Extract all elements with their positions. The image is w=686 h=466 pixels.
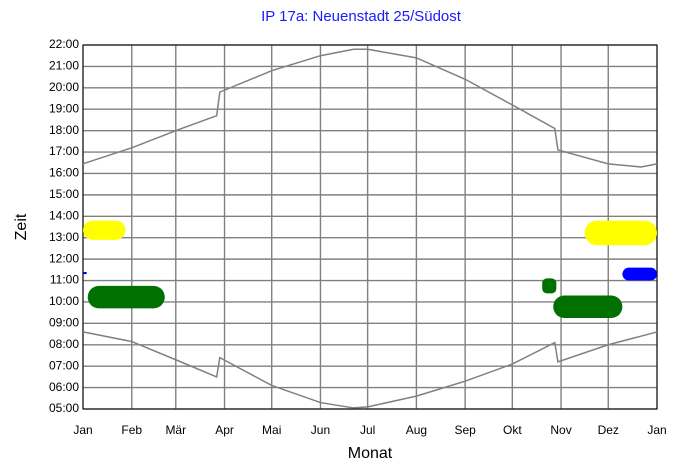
x-tick-label: Apr bbox=[215, 423, 234, 437]
y-tick-label: 21:00 bbox=[49, 59, 79, 73]
plot-frame bbox=[82, 44, 658, 410]
x-tick-label: Jan bbox=[647, 423, 666, 437]
y-tick-label: 18:00 bbox=[49, 123, 79, 137]
x-axis-label: Monat bbox=[348, 445, 393, 462]
x-tick-label: Dez bbox=[598, 423, 619, 437]
x-tick-label: Jan bbox=[73, 423, 92, 437]
y-tick-label: 19:00 bbox=[49, 101, 79, 115]
y-tick-label: 10:00 bbox=[49, 294, 79, 308]
y-tick-label: 08:00 bbox=[49, 337, 79, 351]
shadow-area bbox=[584, 220, 657, 246]
y-tick-label: 13:00 bbox=[49, 230, 79, 244]
y-tick-label: 07:00 bbox=[49, 358, 79, 372]
line bbox=[82, 331, 658, 409]
x-tick-label: Mär bbox=[165, 423, 186, 437]
y-tick-label: 09:00 bbox=[49, 316, 79, 330]
shadow-area bbox=[83, 220, 126, 240]
y-tick-label: 11:00 bbox=[50, 273, 79, 287]
shadow-area bbox=[83, 271, 87, 275]
chart-title: IP 17a: Neuenstadt 25/Südost bbox=[261, 8, 462, 25]
y-tick-label: 14:00 bbox=[49, 208, 79, 222]
y-tick-label: 12:00 bbox=[49, 251, 79, 265]
shadow-area bbox=[87, 285, 165, 309]
x-tick-label: Okt bbox=[503, 423, 522, 437]
y-axis-label: Zeit bbox=[13, 213, 30, 240]
shadow-area bbox=[553, 295, 623, 318]
x-tick-label: Sep bbox=[454, 423, 476, 437]
x-tick-label: Jun bbox=[311, 423, 330, 437]
y-tick-label: 22:00 bbox=[49, 37, 79, 51]
x-tick-label: Mai bbox=[262, 423, 281, 437]
x-tick-label: Aug bbox=[406, 423, 427, 437]
y-tick-label: 05:00 bbox=[49, 401, 79, 415]
y-tick-label: 15:00 bbox=[49, 187, 79, 201]
x-tick-label: Nov bbox=[550, 423, 571, 437]
y-tick-label: 16:00 bbox=[49, 166, 79, 180]
y-tick-label: 20:00 bbox=[49, 80, 79, 94]
x-tick-label: Feb bbox=[121, 423, 142, 437]
shadow-area bbox=[542, 278, 557, 294]
shadow-area bbox=[622, 267, 657, 281]
y-tick-label: 17:00 bbox=[49, 144, 79, 158]
x-tick-label: Jul bbox=[360, 423, 375, 437]
line bbox=[82, 48, 658, 168]
y-tick-label: 06:00 bbox=[49, 380, 79, 394]
